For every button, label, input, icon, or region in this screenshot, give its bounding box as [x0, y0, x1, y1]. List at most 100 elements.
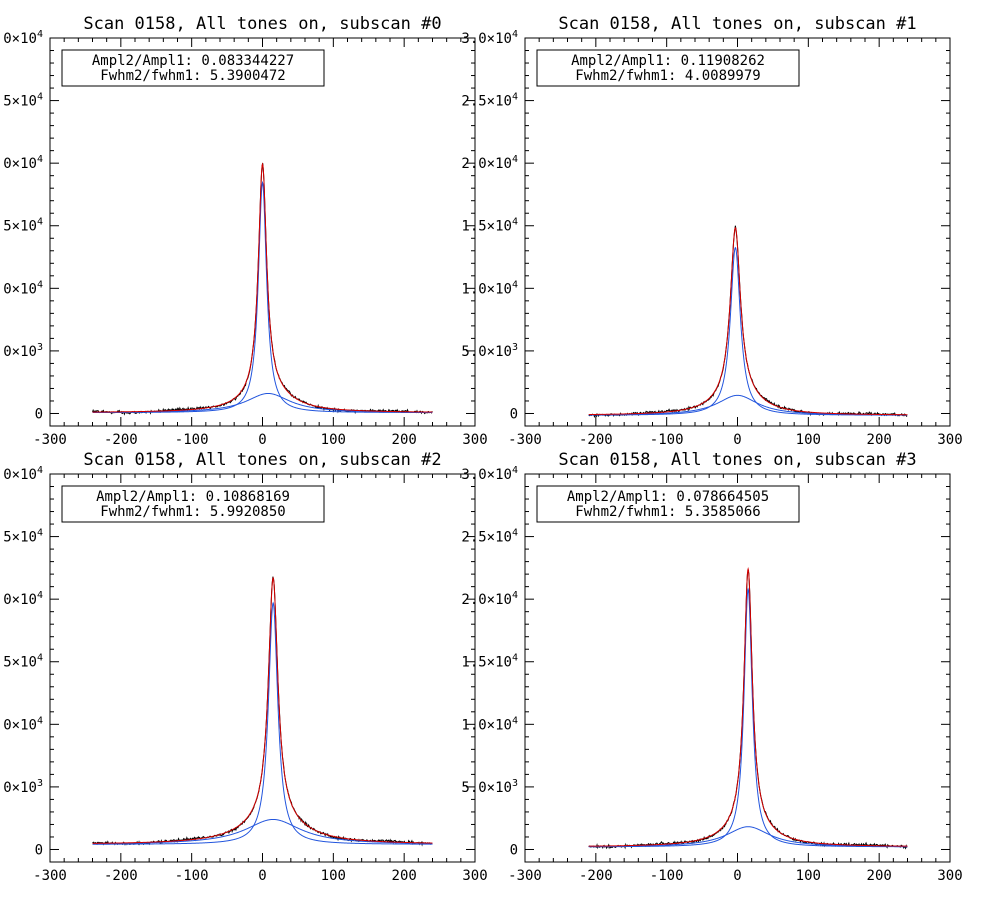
annotation-line: Fwhm2/fwhm1: 5.3900472	[100, 68, 285, 84]
narrow-component-fit	[588, 246, 908, 416]
x-tick-label: -100	[175, 432, 209, 448]
chart-panel-3: Scan 0158, All tones on, subscan #3 -300 -…	[461, 450, 962, 884]
y-tick-label: 0	[35, 842, 43, 858]
narrow-component-fit	[92, 601, 433, 845]
y-tick-label: 2.0×104	[461, 154, 518, 172]
plot-area	[92, 576, 433, 847]
data-series	[92, 576, 433, 847]
annotation-box	[536, 485, 800, 523]
plot-frame	[524, 37, 951, 427]
x-tick-label: 0	[733, 432, 741, 448]
chart-title: Scan 0158, All tones on, subscan #2	[83, 450, 441, 470]
x-tick-label: 0	[258, 432, 266, 448]
x-tick-label: 100	[796, 432, 821, 448]
y-tick-label: 1.5×104	[461, 653, 518, 671]
x-tick-label: -200	[579, 868, 613, 884]
x-tick-label: 200	[867, 868, 892, 884]
y-tick-label: 2.5×104	[0, 528, 43, 546]
x-tick-label: -200	[579, 432, 613, 448]
y-tick-label: 1.0×104	[461, 279, 518, 297]
chart-title: Scan 0158, All tones on, subscan #1	[558, 14, 916, 34]
y-tick-label: 5.0×103	[0, 342, 43, 360]
y-tick-label: 3.0×104	[461, 29, 518, 47]
x-tick-label: -100	[650, 868, 684, 884]
y-tick-label: 5.0×103	[0, 778, 43, 796]
x-tick-label: -300	[508, 868, 542, 884]
plot-area	[588, 225, 908, 418]
wide-component-fit	[92, 392, 433, 413]
y-tick-label: 0	[510, 842, 518, 858]
x-tick-label: 0	[258, 868, 266, 884]
wide-component-fit	[588, 826, 908, 847]
x-tick-label: 200	[867, 432, 892, 448]
total-fit	[92, 162, 433, 413]
y-tick-label: 1.5×104	[0, 653, 43, 671]
x-tick-label: -300	[33, 432, 67, 448]
chart-panel-0: Scan 0158, All tones on, subscan #0 -300 -…	[0, 14, 488, 448]
x-tick-label: 300	[937, 432, 962, 448]
y-tick-label: 2.5×104	[0, 92, 43, 110]
data-series	[588, 225, 908, 418]
annotation-line: Ampl2/Ampl1: 0.11908262	[571, 53, 765, 69]
y-tick-label: 1.5×104	[0, 217, 43, 235]
x-tick-label: 300	[937, 868, 962, 884]
y-tick-label: 2.0×104	[0, 590, 43, 608]
x-tick-label: 100	[321, 432, 346, 448]
data-series	[588, 570, 908, 850]
y-tick-label: 1.0×104	[461, 715, 518, 733]
y-tick-label: 1.0×104	[0, 279, 43, 297]
plot-frame	[49, 473, 476, 863]
x-tick-label: 300	[462, 432, 487, 448]
annotation-line: Fwhm2/fwhm1: 4.0089979	[575, 68, 760, 84]
wide-component-fit	[92, 818, 433, 845]
y-tick-label: 2.0×104	[461, 590, 518, 608]
annotation-box	[61, 485, 325, 523]
x-tick-label: -300	[33, 868, 67, 884]
y-tick-label: 1.0×104	[0, 715, 43, 733]
y-tick-label: 2.0×104	[0, 154, 43, 172]
x-tick-label: -200	[104, 868, 138, 884]
x-tick-label: -200	[104, 432, 138, 448]
total-fit	[92, 576, 433, 844]
y-tick-label: 0	[35, 406, 43, 422]
chart-panel-1: Scan 0158, All tones on, subscan #1 -300 -…	[461, 14, 962, 448]
plot-frame	[49, 37, 476, 427]
annotation-line: Ampl2/Ampl1: 0.083344227	[92, 53, 294, 69]
y-tick-label: 5.0×103	[461, 778, 518, 796]
wide-component-fit	[588, 394, 908, 416]
annotation-line: Ampl2/Ampl1: 0.078664505	[567, 489, 769, 505]
narrow-component-fit	[588, 587, 908, 848]
chart-panel-2: Scan 0158, All tones on, subscan #2 -300 -…	[0, 450, 488, 884]
narrow-component-fit	[92, 180, 433, 414]
y-tick-label: 3.0×104	[461, 465, 518, 483]
y-tick-label: 2.5×104	[461, 92, 518, 110]
data-series	[92, 163, 433, 416]
x-tick-label: 200	[392, 868, 417, 884]
x-tick-label: -300	[508, 432, 542, 448]
y-tick-label: 3.0×104	[0, 465, 43, 483]
y-tick-label: 5.0×103	[461, 342, 518, 360]
y-tick-label: 1.5×104	[461, 217, 518, 235]
y-tick-label: 0	[510, 406, 518, 422]
y-tick-label: 2.5×104	[461, 528, 518, 546]
x-tick-label: -100	[650, 432, 684, 448]
annotation-box	[536, 49, 800, 87]
annotation-box	[61, 49, 325, 87]
x-tick-label: 0	[733, 868, 741, 884]
x-tick-label: -100	[175, 868, 209, 884]
annotation-line: Fwhm2/fwhm1: 5.9920850	[100, 504, 285, 520]
chart-title: Scan 0158, All tones on, subscan #3	[558, 450, 916, 470]
x-tick-label: 300	[462, 868, 487, 884]
plot-area	[92, 162, 433, 416]
annotation-line: Fwhm2/fwhm1: 5.3585066	[575, 504, 760, 520]
x-tick-label: 200	[392, 432, 417, 448]
total-fit	[588, 566, 908, 847]
total-fit	[588, 226, 908, 416]
y-tick-label: 3.0×104	[0, 29, 43, 47]
plot-area	[588, 566, 908, 850]
chart-title: Scan 0158, All tones on, subscan #0	[83, 14, 441, 34]
x-tick-label: 100	[796, 868, 821, 884]
x-tick-label: 100	[321, 868, 346, 884]
annotation-line: Ampl2/Ampl1: 0.10868169	[96, 489, 290, 505]
